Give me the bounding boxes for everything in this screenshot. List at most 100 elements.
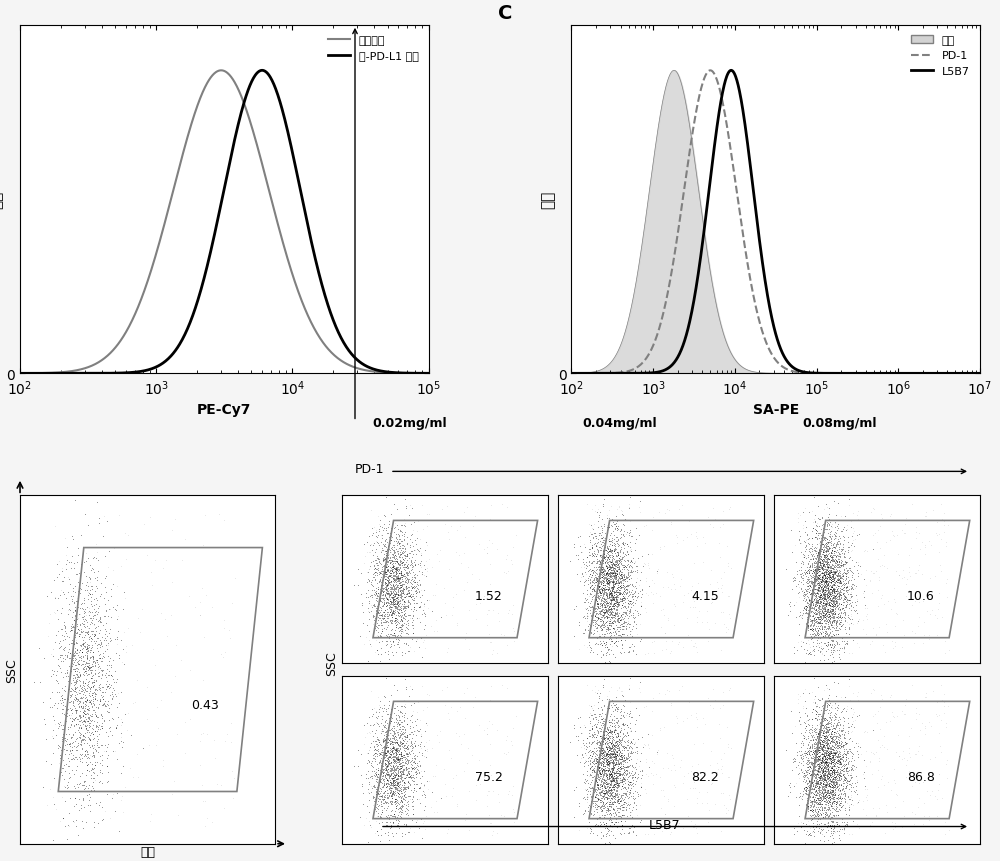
Point: [69, 739, 85, 753]
Point: [595, 621, 611, 635]
Point: [821, 790, 837, 804]
Point: [594, 582, 610, 596]
Point: [600, 764, 616, 777]
Point: [808, 556, 824, 570]
Point: [386, 614, 402, 628]
Point: [76, 774, 92, 788]
Point: [609, 502, 625, 516]
Point: [609, 610, 625, 623]
Point: [817, 571, 833, 585]
Point: [397, 723, 413, 737]
Point: [660, 761, 676, 775]
Point: [77, 727, 93, 740]
Point: [817, 523, 833, 536]
Point: [71, 714, 87, 728]
Point: [815, 597, 831, 610]
Point: [603, 566, 619, 579]
Point: [904, 498, 920, 511]
Point: [72, 714, 88, 728]
Point: [378, 544, 394, 558]
Point: [816, 580, 832, 594]
Point: [697, 536, 713, 550]
Point: [591, 792, 607, 806]
Point: [599, 756, 615, 770]
Point: [838, 753, 854, 767]
Point: [802, 801, 818, 815]
Point: [624, 818, 640, 832]
Point: [385, 808, 401, 822]
Point: [376, 752, 392, 765]
Point: [601, 559, 617, 573]
Point: [391, 573, 407, 587]
Point: [100, 649, 116, 663]
Point: [596, 578, 612, 592]
Point: [52, 589, 68, 603]
Point: [635, 560, 651, 573]
Point: [606, 570, 622, 584]
Point: [89, 729, 105, 743]
Point: [91, 651, 107, 665]
Point: [827, 746, 843, 759]
Point: [597, 790, 613, 804]
Point: [590, 579, 606, 593]
Point: [687, 600, 703, 614]
Point: [834, 782, 850, 796]
Point: [616, 734, 632, 748]
Point: [589, 632, 605, 646]
Point: [384, 826, 400, 839]
Point: [890, 728, 906, 742]
Point: [800, 619, 816, 633]
Point: [606, 802, 622, 816]
Point: [97, 738, 113, 752]
Point: [598, 588, 614, 602]
Point: [808, 590, 824, 604]
Point: [824, 604, 840, 618]
Point: [804, 524, 820, 538]
Point: [798, 746, 814, 760]
Point: [79, 644, 95, 658]
Point: [382, 584, 398, 598]
Point: [373, 775, 389, 789]
Point: [379, 730, 395, 744]
Point: [84, 713, 100, 727]
Point: [603, 581, 619, 595]
Point: [602, 724, 618, 738]
Point: [604, 580, 620, 594]
Point: [833, 778, 849, 792]
Point: [83, 579, 99, 593]
Point: [805, 515, 821, 529]
Point: [828, 802, 844, 815]
Point: [651, 686, 667, 700]
Point: [808, 604, 824, 617]
Point: [58, 728, 74, 741]
Point: [610, 780, 626, 794]
Point: [66, 669, 82, 683]
Point: [87, 690, 103, 703]
Point: [832, 757, 848, 771]
Point: [390, 751, 406, 765]
Point: [74, 715, 90, 728]
Point: [71, 725, 87, 739]
Point: [819, 549, 835, 563]
Point: [828, 538, 844, 552]
Point: [667, 764, 683, 777]
Point: [820, 604, 836, 617]
Point: [386, 628, 402, 641]
Point: [835, 779, 851, 793]
Point: [817, 575, 833, 589]
Point: [606, 742, 622, 756]
Point: [583, 824, 599, 838]
Point: [402, 790, 418, 803]
Point: [812, 773, 828, 787]
Point: [405, 720, 421, 734]
Point: [632, 617, 648, 631]
Point: [380, 732, 396, 746]
Point: [383, 742, 399, 756]
Point: [808, 728, 824, 741]
Point: [599, 595, 615, 609]
Point: [595, 592, 611, 605]
Point: [594, 512, 610, 526]
Point: [396, 715, 412, 728]
Point: [811, 731, 827, 745]
Point: [385, 572, 401, 585]
